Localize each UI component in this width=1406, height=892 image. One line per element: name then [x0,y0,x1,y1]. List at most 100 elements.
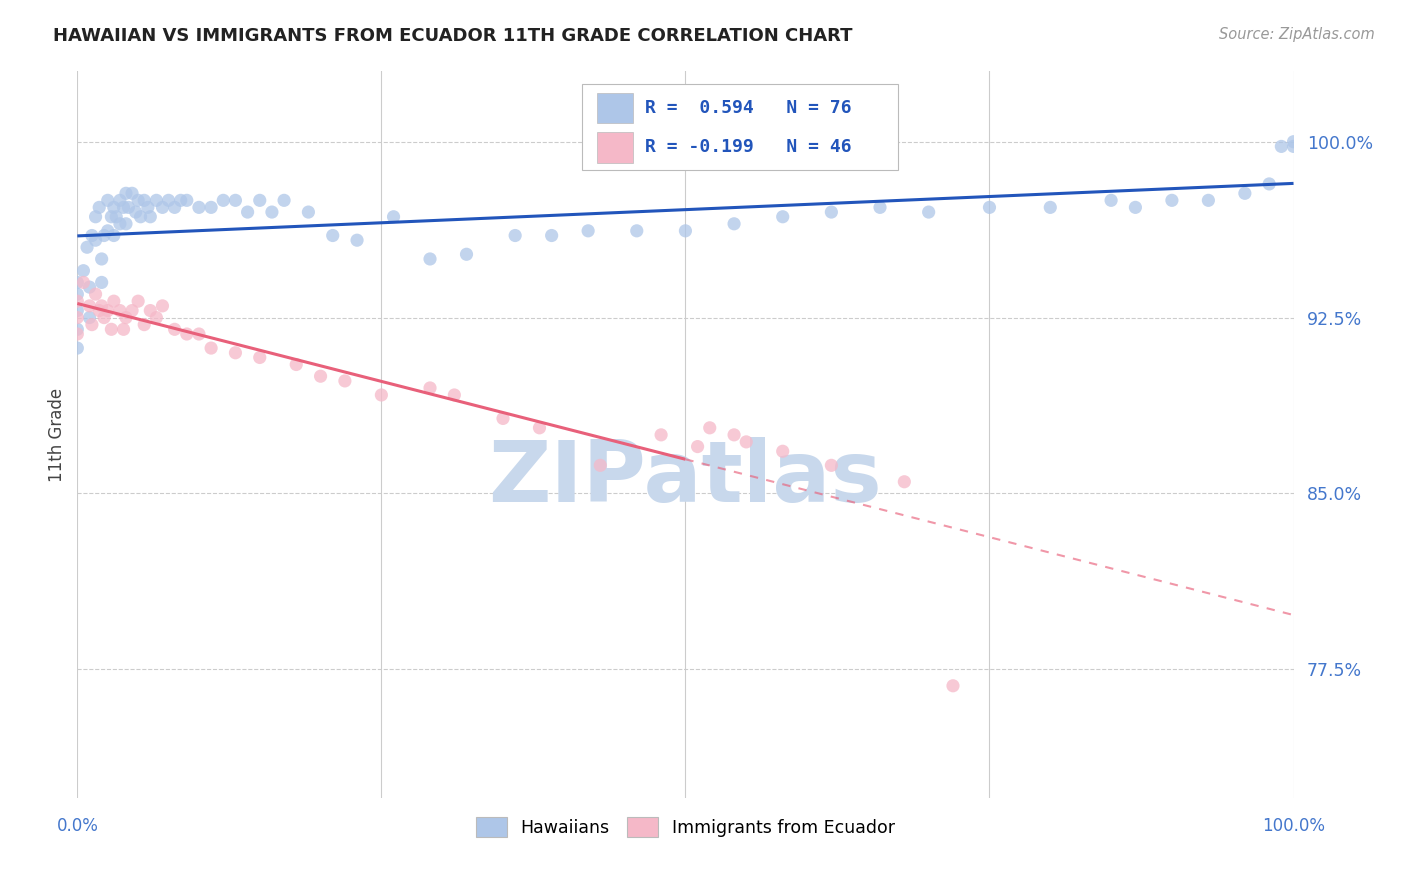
Point [322,228,344,243]
Point [115,310,138,325]
Point [100,322,122,336]
Point [224,194,246,208]
Point [503,228,526,243]
Point [188,326,211,341]
Point [121,186,143,201]
Point [108,303,131,318]
Point [93,310,115,325]
Point [72,276,94,290]
Point [112,200,135,214]
Point [1282,135,1305,149]
Text: HAWAIIAN VS IMMIGRANTS FROM ECUADOR 11TH GRADE CORRELATION CHART: HAWAIIAN VS IMMIGRANTS FROM ECUADOR 11TH… [53,27,853,45]
Point [942,679,965,693]
Point [134,318,156,332]
Point [66,310,89,325]
Point [66,322,89,336]
Point [1161,194,1184,208]
Point [93,228,115,243]
Legend: Hawaiians, Immigrants from Ecuador: Hawaiians, Immigrants from Ecuador [468,810,903,844]
Point [139,303,162,318]
Point [80,228,103,243]
Point [540,228,562,243]
Point [72,263,94,277]
Point [103,228,125,243]
Point [893,475,915,489]
Point [249,194,271,208]
Point [84,287,107,301]
Point [723,428,745,442]
Point [650,428,672,442]
Point [108,217,131,231]
Point [117,200,139,214]
Point [1258,177,1281,191]
Point [820,458,842,473]
Point [236,205,259,219]
Point [346,233,368,247]
Text: Source: ZipAtlas.com: Source: ZipAtlas.com [1219,27,1375,42]
Point [1233,186,1256,201]
Point [115,186,138,201]
Point [139,210,162,224]
Point [589,458,612,473]
Text: R =  0.594   N = 76: R = 0.594 N = 76 [645,99,852,117]
Point [80,318,103,332]
Point [735,434,758,449]
Point [66,294,89,309]
FancyBboxPatch shape [582,84,898,169]
Point [157,194,180,208]
Point [626,224,648,238]
Point [121,303,143,318]
Point [79,280,101,294]
Point [212,194,235,208]
Point [723,217,745,231]
Point [443,388,465,402]
Point [90,299,112,313]
Point [163,322,186,336]
Point [419,381,441,395]
Point [176,326,198,341]
Point [249,351,271,365]
Point [529,421,551,435]
Point [1099,194,1122,208]
Point [1125,200,1147,214]
Point [79,310,101,325]
Point [382,210,405,224]
Point [108,194,131,208]
Point [979,200,1001,214]
Point [97,224,120,238]
Text: ZIPatlas: ZIPatlas [488,437,883,520]
Point [285,358,308,372]
Point [115,217,138,231]
Point [492,411,515,425]
Point [66,326,89,341]
Point [297,205,319,219]
Point [97,194,120,208]
Point [1270,139,1292,153]
Point [97,303,120,318]
Point [89,200,111,214]
Point [772,444,794,458]
Point [127,194,149,208]
Point [66,276,89,290]
Text: 100.0%: 100.0% [1263,817,1324,835]
Point [66,303,89,318]
Point [89,303,111,318]
FancyBboxPatch shape [596,93,633,123]
Point [103,200,125,214]
Point [66,341,89,355]
Point [772,210,794,224]
Point [224,345,246,359]
Point [200,341,222,355]
Point [103,294,125,309]
Point [370,388,392,402]
Point [76,240,98,254]
Point [869,200,891,214]
Point [188,200,211,214]
Point [136,200,159,214]
Point [145,194,167,208]
Point [129,210,152,224]
Point [145,310,167,325]
Point [576,224,599,238]
Point [84,233,107,247]
Point [918,205,941,219]
